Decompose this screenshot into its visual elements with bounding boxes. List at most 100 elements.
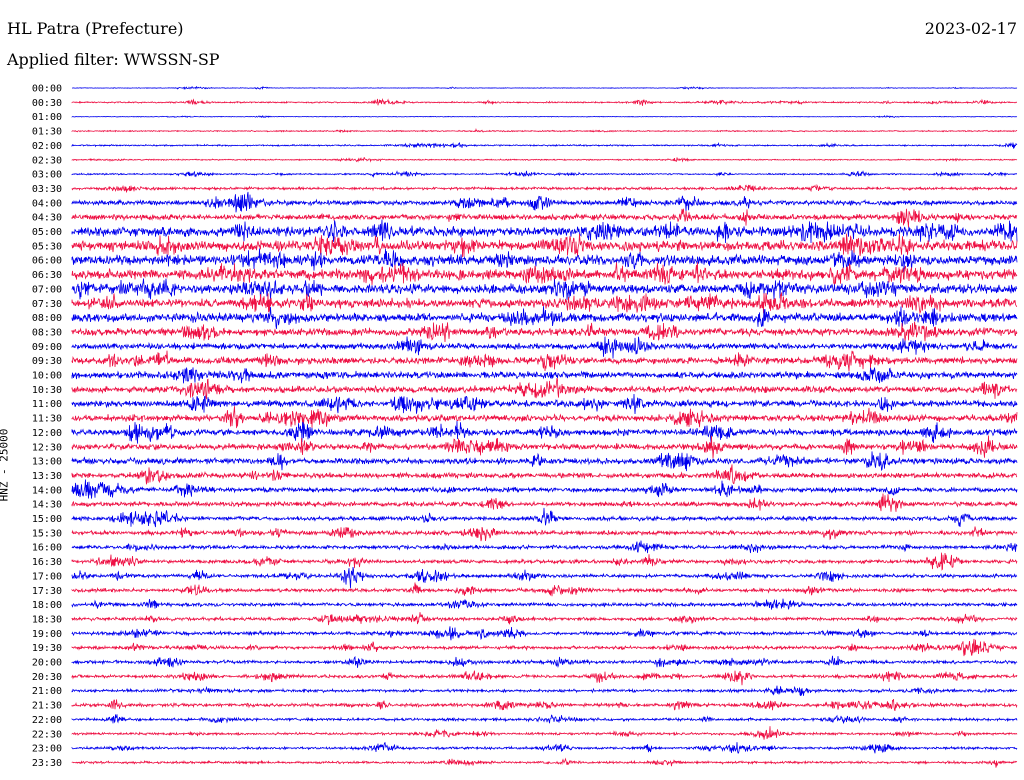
trace-line [71, 183, 1018, 193]
trace-line [71, 698, 1018, 712]
trace-line [71, 170, 1018, 178]
station-title: HL Patra (Prefecture) [7, 19, 184, 38]
trace-line [71, 757, 1018, 768]
time-label: 03:30 [32, 184, 62, 195]
trace-line [71, 141, 1018, 149]
time-label: 16:00 [32, 543, 62, 554]
trace-line [71, 582, 1018, 597]
trace-line [71, 367, 1018, 384]
time-label: 18:30 [32, 614, 62, 625]
trace-line [71, 98, 1018, 106]
trace-line [71, 741, 1018, 754]
time-label: 04:30 [32, 213, 62, 224]
seismic-traces [71, 85, 1018, 768]
time-label: 02:30 [32, 155, 62, 166]
trace-line [71, 655, 1018, 668]
trace-line [71, 464, 1018, 485]
trace-line [71, 85, 1018, 90]
time-label: 20:30 [32, 672, 62, 683]
time-label: 08:30 [32, 327, 62, 338]
time-label: 01:30 [32, 127, 62, 138]
time-label: 17:30 [32, 586, 62, 597]
time-label: 21:00 [32, 686, 62, 697]
trace-line [71, 420, 1018, 444]
time-label: 11:30 [32, 414, 62, 425]
trace-line [71, 507, 1018, 528]
trace-line [71, 377, 1018, 400]
trace-line [71, 115, 1018, 119]
time-label: 05:30 [32, 241, 62, 252]
trace-line [71, 552, 1018, 571]
time-label: 07:30 [32, 299, 62, 310]
time-label: 12:30 [32, 442, 62, 453]
time-label: 17:00 [32, 571, 62, 582]
trace-line [71, 248, 1018, 273]
trace-line [71, 714, 1018, 724]
time-label: 06:30 [32, 270, 62, 281]
trace-line [71, 321, 1018, 343]
time-label: 15:00 [32, 514, 62, 525]
time-label: 03:00 [32, 170, 62, 181]
trace-line [71, 233, 1018, 258]
time-label: 00:30 [32, 98, 62, 109]
time-label: 10:00 [32, 371, 62, 382]
trace-line [71, 219, 1018, 244]
time-label: 13:00 [32, 457, 62, 468]
time-label: 13:30 [32, 471, 62, 482]
time-label: 23:00 [32, 744, 62, 755]
record-date: 2023-02-17 [924, 19, 1017, 38]
time-label: 02:00 [32, 141, 62, 152]
filter-label: Applied filter: [7, 50, 119, 69]
trace-line [71, 435, 1018, 459]
time-label: 00:00 [32, 84, 62, 95]
trace-line [71, 350, 1018, 372]
trace-line [71, 685, 1018, 697]
time-label: 19:00 [32, 629, 62, 640]
trace-line [71, 493, 1018, 512]
time-label: 01:00 [32, 112, 62, 123]
trace-line [71, 540, 1018, 554]
time-label: 07:00 [32, 284, 62, 295]
time-label: 09:00 [32, 342, 62, 353]
time-label: 10:30 [32, 385, 62, 396]
time-label: 21:30 [32, 701, 62, 712]
time-labels: 00:00 00:30 01:00 01:30 02:00 02:30 03:00 03:30… [32, 84, 62, 769]
trace-line [71, 394, 1018, 414]
time-label: 16:30 [32, 557, 62, 568]
time-label: 12:00 [32, 428, 62, 439]
time-label: 14:00 [32, 485, 62, 496]
trace-line [71, 638, 1018, 657]
trace-line [71, 262, 1018, 286]
trace-line [71, 598, 1018, 610]
trace-line [71, 336, 1018, 359]
time-label: 09:30 [32, 356, 62, 367]
time-label: 19:30 [32, 643, 62, 654]
time-label: 18:00 [32, 600, 62, 611]
time-label: 20:00 [32, 658, 62, 669]
filter-line: Applied filter: WWSSN-SP [7, 50, 220, 69]
time-label: 05:00 [32, 227, 62, 238]
trace-line [71, 208, 1018, 228]
time-label: 23:30 [32, 758, 62, 769]
time-label: 11:00 [32, 399, 62, 410]
time-label: 04:00 [32, 198, 62, 209]
trace-line [71, 612, 1018, 626]
trace-line [71, 526, 1018, 542]
trace-line [71, 726, 1018, 740]
time-label: 22:00 [32, 715, 62, 726]
trace-line [71, 406, 1018, 429]
trace-line [71, 479, 1018, 499]
trace-line [71, 128, 1018, 134]
time-label: 08:00 [32, 313, 62, 324]
filter-value: WWSSN-SP [123, 50, 220, 69]
trace-line [71, 670, 1018, 686]
trace-line [71, 292, 1018, 315]
trace-line [71, 626, 1018, 641]
trace-line [71, 157, 1018, 163]
trace-line [71, 451, 1018, 472]
time-label: 06:00 [32, 256, 62, 267]
trace-line [71, 278, 1018, 300]
time-label: 22:30 [32, 729, 62, 740]
time-label: 15:30 [32, 528, 62, 539]
